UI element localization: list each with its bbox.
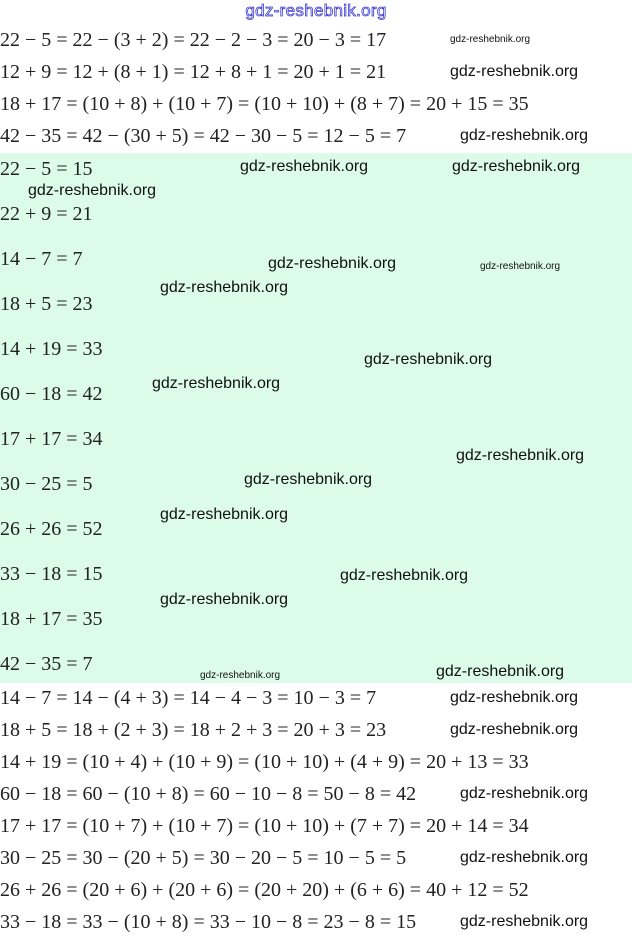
answer-line: 60 − 18 = 42: [0, 383, 103, 405]
equation-line: 17 + 17 = (10 + 7) + (10 + 7) = (10 + 10…: [0, 815, 529, 837]
equation-line: 18 + 5 = 18 + (2 + 3) = 18 + 2 + 3 = 20 …: [0, 719, 387, 741]
answer-line: 14 + 19 = 33: [0, 338, 103, 360]
answer-line: 33 − 18 = 15: [0, 563, 103, 585]
watermark: gdz-reshebnik.org: [460, 913, 589, 930]
equation-line: 14 − 7 = 14 − (4 + 3) = 14 − 4 − 3 = 10 …: [0, 687, 377, 709]
answer-line: 18 + 5 = 23: [0, 293, 93, 315]
watermark: gdz-reshebnik.org: [340, 567, 469, 584]
equation-line: 22 − 5 = 22 − (3 + 2) = 22 − 2 − 3 = 20 …: [0, 29, 387, 51]
watermark-header: gdz-reshebnik.org: [245, 1, 387, 21]
equation-line: 30 − 25 = 30 − (20 + 5) = 30 − 20 − 5 = …: [0, 847, 407, 869]
equation-line: 42 − 35 = 42 − (30 + 5) = 42 − 30 − 5 = …: [0, 125, 407, 147]
watermark: gdz-reshebnik.org: [456, 447, 585, 464]
watermark: gdz-reshebnik.org: [28, 182, 157, 199]
equation-line: 60 − 18 = 60 − (10 + 8) = 60 − 10 − 8 = …: [0, 783, 417, 805]
equation-line: 26 + 26 = (20 + 6) + (20 + 6) = (20 + 20…: [0, 879, 529, 901]
equation-line: 33 − 18 = 33 − (10 + 8) = 33 − 10 − 8 = …: [0, 911, 417, 933]
equation-line: 12 + 9 = 12 + (8 + 1) = 12 + 8 + 1 = 20 …: [0, 61, 387, 83]
watermark: gdz-reshebnik.org: [436, 663, 565, 680]
watermark: gdz-reshebnik.org: [452, 158, 581, 175]
watermark: gdz-reshebnik.org: [364, 351, 493, 368]
answer-line: 22 + 9 = 21: [0, 203, 93, 225]
watermark: gdz-reshebnik.org: [200, 670, 281, 681]
watermark: gdz-reshebnik.org: [450, 721, 579, 738]
answer-line: 17 + 17 = 34: [0, 428, 103, 450]
watermark: gdz-reshebnik.org: [160, 279, 289, 296]
watermark: gdz-reshebnik.org: [480, 261, 561, 272]
watermark: gdz-reshebnik.org: [160, 506, 289, 523]
equation-line: 14 + 19 = (10 + 4) + (10 + 9) = (10 + 10…: [0, 751, 529, 773]
answer-line: 30 − 25 = 5: [0, 473, 93, 495]
watermark: gdz-reshebnik.org: [152, 375, 281, 392]
answer-line: 14 − 7 = 7: [0, 248, 83, 270]
watermark: gdz-reshebnik.org: [160, 591, 289, 608]
answer-line: 22 − 5 = 15: [0, 158, 93, 180]
watermark: gdz-reshebnik.org: [268, 255, 397, 272]
watermark: gdz-reshebnik.org: [460, 127, 589, 144]
equation-line: 18 + 17 = (10 + 8) + (10 + 7) = (10 + 10…: [0, 93, 529, 115]
watermark: gdz-reshebnik.org: [460, 849, 589, 866]
watermark: gdz-reshebnik.org: [460, 785, 589, 802]
answer-line: 26 + 26 = 52: [0, 518, 103, 540]
watermark: gdz-reshebnik.org: [240, 158, 369, 175]
watermark: gdz-reshebnik.org: [450, 34, 531, 45]
answer-line: 18 + 17 = 35: [0, 608, 103, 630]
answer-line: 42 − 35 = 7: [0, 653, 93, 675]
watermark: gdz-reshebnik.org: [244, 471, 373, 488]
watermark: gdz-reshebnik.org: [450, 689, 579, 706]
watermark: gdz-reshebnik.org: [450, 63, 579, 80]
highlighted-answers-block: [0, 153, 632, 683]
